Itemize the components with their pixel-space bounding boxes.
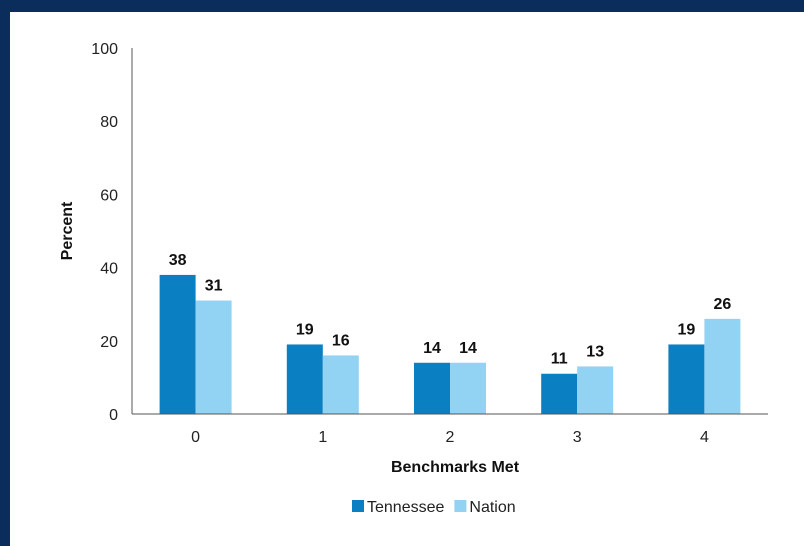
y-tick-label: 60 xyxy=(100,187,118,204)
data-label-nation-4: 26 xyxy=(714,296,732,313)
y-tick-label: 0 xyxy=(109,407,118,424)
data-label-tennessee-1: 19 xyxy=(296,321,314,338)
y-tick-label: 20 xyxy=(100,334,118,351)
x-tick-label: 0 xyxy=(191,429,200,446)
bars xyxy=(159,274,741,414)
y-tick-label: 40 xyxy=(100,261,118,278)
x-axis-ticks: 0 1 2 3 4 xyxy=(191,429,709,446)
x-tick-label: 4 xyxy=(700,429,709,446)
legend-swatch-tennessee xyxy=(352,500,364,512)
legend-swatch-nation xyxy=(454,500,467,512)
x-tick-label: 2 xyxy=(446,429,455,446)
y-tick-label: 80 xyxy=(100,114,118,131)
bar-tennessee-0 xyxy=(159,274,196,414)
data-label-nation-0: 31 xyxy=(205,278,223,295)
y-axis-title: Percent xyxy=(59,201,76,260)
bar-nation-3 xyxy=(577,366,614,414)
data-labels: 38 31 19 16 14 14 11 13 19 26 xyxy=(169,252,732,368)
legend-label-tennessee: Tennessee xyxy=(367,499,444,516)
data-label-nation-3: 13 xyxy=(586,343,604,360)
data-label-nation-2: 14 xyxy=(459,340,477,357)
bar-tennessee-2 xyxy=(414,362,450,414)
bar-nation-4 xyxy=(704,318,741,414)
legend: Tennessee Nation xyxy=(352,499,516,516)
y-tick-label: 100 xyxy=(91,41,118,58)
data-label-tennessee-4: 19 xyxy=(678,321,696,338)
data-label-tennessee-0: 38 xyxy=(169,252,187,269)
x-tick-label: 3 xyxy=(573,429,582,446)
data-label-tennessee-2: 14 xyxy=(423,340,441,357)
bar-tennessee-1 xyxy=(286,344,323,414)
x-tick-label: 1 xyxy=(318,429,327,446)
y-axis-ticks: 0 20 40 60 80 100 xyxy=(91,41,118,424)
legend-label-nation: Nation xyxy=(469,499,515,516)
bar-nation-1 xyxy=(322,355,359,414)
data-label-tennessee-3: 11 xyxy=(551,351,568,368)
x-axis-title: Benchmarks Met xyxy=(391,459,520,476)
data-label-nation-1: 16 xyxy=(332,332,350,349)
bar-nation-2 xyxy=(450,362,486,414)
bar-nation-0 xyxy=(195,300,232,414)
bar-tennessee-3 xyxy=(541,373,578,414)
bar-tennessee-4 xyxy=(668,344,705,414)
